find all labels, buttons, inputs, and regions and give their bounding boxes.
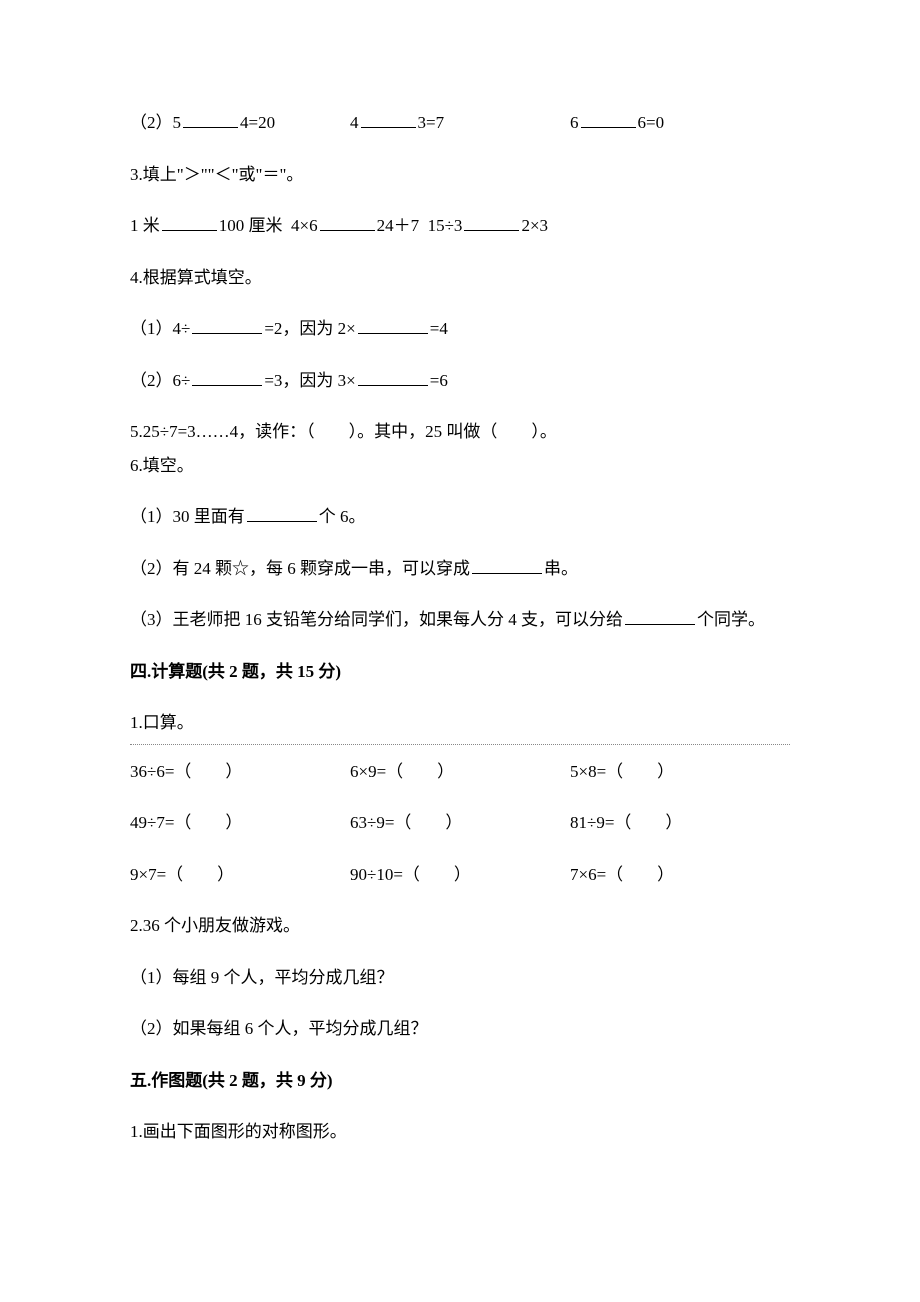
section-4-q1: 1.口算。 <box>130 710 790 736</box>
calc-r3c2: 90÷10=（ ） <box>350 862 570 888</box>
divider-dotted <box>130 744 790 745</box>
q2-2-a-left: （2）5 <box>130 113 181 132</box>
section-4-heading: 四.计算题(共 2 题，共 15 分) <box>130 659 790 685</box>
blank-input[interactable] <box>183 111 238 128</box>
calc-r2c1: 49÷7=（ ） <box>130 810 350 836</box>
q2-2-c-right: 6=0 <box>638 113 665 132</box>
blank-input[interactable] <box>192 369 262 386</box>
blank-input[interactable] <box>358 317 428 334</box>
blank-input[interactable] <box>625 608 695 625</box>
q6-2-b: 串。 <box>544 559 578 578</box>
q4-2-a: （2）6÷ <box>130 371 190 390</box>
q6-2-a: （2）有 24 颗☆，每 6 颗穿成一串，可以穿成 <box>130 559 470 578</box>
blank-input[interactable] <box>472 557 542 574</box>
blank-input[interactable] <box>581 111 636 128</box>
q2-2-c-left: 6 <box>570 113 579 132</box>
question-6-line2: （2）有 24 颗☆，每 6 颗穿成一串，可以穿成 串。 <box>130 556 790 582</box>
calc-r3c1: 9×7=（ ） <box>130 862 350 888</box>
calc-r3c3: 7×6=（ ） <box>570 862 790 888</box>
calc-r2c3: 81÷9=（ ） <box>570 810 790 836</box>
calc-row-1: 36÷6=（ ） 6×9=（ ） 5×8=（ ） <box>130 759 790 785</box>
section-4-q2: 2.36 个小朋友做游戏。 <box>130 913 790 939</box>
question-4-title: 4.根据算式填空。 <box>130 265 790 291</box>
question-5: 5.25÷7=3……4，读作：（ ）。其中，25 叫做（ ）。 <box>130 419 790 445</box>
q2-2-a-right: 4=20 <box>240 113 275 132</box>
q4-2-b: =3，因为 3× <box>264 371 355 390</box>
section-4-q2-1: （1）每组 9 个人，平均分成几组？ <box>130 965 790 991</box>
q6-3-a: （3）王老师把 16 支铅笔分给同学们，如果每人分 4 支，可以分给 <box>130 610 623 629</box>
q6-1-b: 个 6。 <box>319 507 366 526</box>
question-6-title: 6.填空。 <box>130 453 790 479</box>
blank-input[interactable] <box>192 317 262 334</box>
q3-b-right: 24＋7 <box>377 216 420 235</box>
q2-2-cell-a: （2）5 4=20 <box>130 110 350 136</box>
blank-input[interactable] <box>464 214 519 231</box>
q4-1-a: （1）4÷ <box>130 319 190 338</box>
section-4-q2-2: （2）如果每组 6 个人，平均分成几组？ <box>130 1016 790 1042</box>
blank-input[interactable] <box>361 111 416 128</box>
question-3-title: 3.填上"＞""＜"或"＝"。 <box>130 162 790 188</box>
q6-3-b: 个同学。 <box>697 610 765 629</box>
q2-2-b-left: 4 <box>350 113 359 132</box>
calc-r1c3: 5×8=（ ） <box>570 759 790 785</box>
calc-row-3: 9×7=（ ） 90÷10=（ ） 7×6=（ ） <box>130 862 790 888</box>
calc-r2c2: 63÷9=（ ） <box>350 810 570 836</box>
q6-1-a: （1）30 里面有 <box>130 507 245 526</box>
q3-a-left: 1 米 <box>130 216 160 235</box>
blank-input[interactable] <box>247 505 317 522</box>
section-5-q1: 1.画出下面图形的对称图形。 <box>130 1119 790 1145</box>
section-5-heading: 五.作图题(共 2 题，共 9 分) <box>130 1068 790 1094</box>
question-4-line1: （1）4÷ =2，因为 2× =4 <box>130 316 790 342</box>
q2-2-cell-c: 6 6=0 <box>570 110 790 136</box>
q3-a-right: 100 厘米 <box>219 216 283 235</box>
q4-1-b: =2，因为 2× <box>264 319 355 338</box>
question-4-line2: （2）6÷ =3，因为 3× =6 <box>130 368 790 394</box>
calc-row-2: 49÷7=（ ） 63÷9=（ ） 81÷9=（ ） <box>130 810 790 836</box>
question-2-part2-row: （2）5 4=20 4 3=7 6 6=0 <box>130 110 790 136</box>
blank-input[interactable] <box>320 214 375 231</box>
q3-b-left: 4×6 <box>291 216 318 235</box>
q2-2-cell-b: 4 3=7 <box>350 110 570 136</box>
question-3-row: 1 米 100 厘米 4×6 24＋7 15÷3 2×3 <box>130 213 790 239</box>
blank-input[interactable] <box>162 214 217 231</box>
question-6-line3: （3）王老师把 16 支铅笔分给同学们，如果每人分 4 支，可以分给 个同学。 <box>130 607 790 633</box>
question-6-line1: （1）30 里面有 个 6。 <box>130 504 790 530</box>
calc-r1c2: 6×9=（ ） <box>350 759 570 785</box>
q4-1-c: =4 <box>430 319 448 338</box>
q2-2-b-right: 3=7 <box>418 113 445 132</box>
q4-2-c: =6 <box>430 371 448 390</box>
q3-c-left: 15÷3 <box>428 216 463 235</box>
q3-c-right: 2×3 <box>521 216 548 235</box>
calc-r1c1: 36÷6=（ ） <box>130 759 350 785</box>
blank-input[interactable] <box>358 369 428 386</box>
